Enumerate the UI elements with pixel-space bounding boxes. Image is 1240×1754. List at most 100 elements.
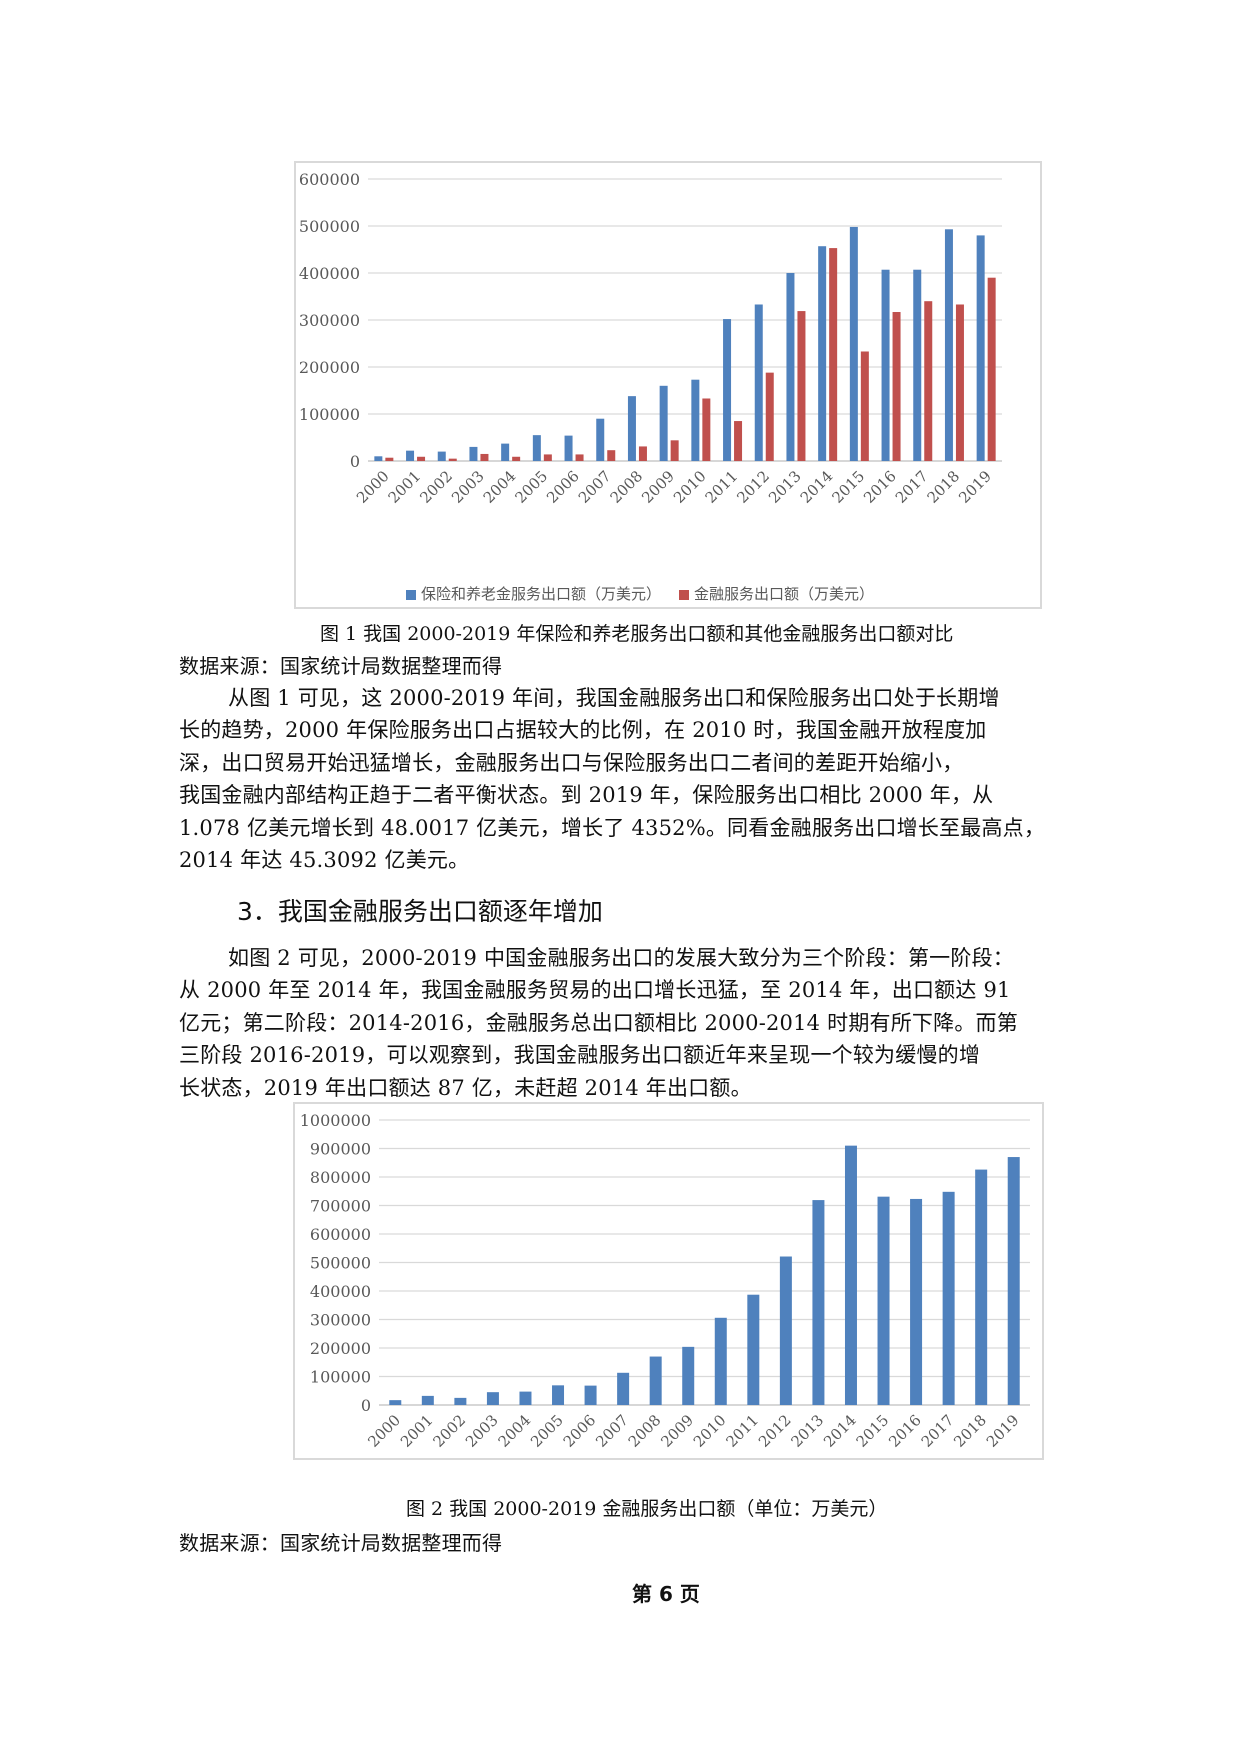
bar-2009-series-1 — [659, 385, 668, 461]
bar-2014-series-1 — [844, 1145, 857, 1405]
bar-2011-series-2 — [734, 421, 743, 461]
x-tick-label: 2010 — [690, 1411, 730, 1451]
paragraph-line: 三阶段 2016-2019，可以观察到，我国金融服务出口额近年来呈现一个较为缓慢… — [179, 1043, 981, 1068]
bar-2018-series-1 — [975, 1169, 988, 1405]
y-tick-label: 0 — [361, 1396, 371, 1415]
x-tick-label: 2000 — [353, 467, 393, 507]
paragraph-line: 长的趋势，2000 年保险服务出口占据较大的比例，在 2010 时，我国金融开放… — [179, 718, 987, 743]
legend-swatch-red — [679, 589, 690, 600]
figure-2-plot: 0 100000 200000 300000 400000 500000 600000 700… — [300, 1111, 1030, 1451]
bar-2012-series-1 — [779, 1256, 792, 1405]
bar-2007-series-1 — [596, 418, 605, 461]
paragraph-line: 亿元；第二阶段：2014-2016，金融服务总出口额相比 2000-2014 时… — [179, 1010, 1018, 1035]
y-tick-label: 400000 — [299, 264, 360, 283]
bar-2008-series-2 — [638, 446, 647, 461]
x-tick-label: 2011 — [702, 467, 742, 507]
y-tick-label: 500000 — [299, 217, 360, 236]
x-tick-label: 2009 — [657, 1411, 697, 1451]
section-heading: 3．我国金融服务出口额逐年增加 — [237, 897, 603, 926]
x-tick-label: 2008 — [625, 1411, 665, 1451]
paragraph-line: 1.078 亿美元增长到 48.0017 亿美元，增长了 4352%。同看金融服… — [179, 815, 1046, 840]
bar-2005-series-1 — [532, 435, 541, 461]
bar-2009-series-2 — [670, 440, 679, 461]
y-tick-label: 300000 — [299, 311, 360, 330]
bar-2015-series-2 — [860, 351, 869, 461]
bar-2014-series-1 — [818, 246, 827, 461]
x-tick-label: 2005 — [511, 467, 551, 507]
bar-2012-series-1 — [754, 304, 763, 461]
legend-label: 金融服务出口额（万美元） — [694, 585, 875, 603]
figure-2-caption: 图 2 我国 2000-2019 金融服务出口额（单位：万美元） — [406, 1498, 888, 1520]
x-tick-label: 2019 — [983, 1411, 1023, 1451]
figure-1-plot: 0 100000 200000 300000 400000 500000 600000 200… — [299, 170, 1002, 507]
paragraph-line: 如图 2 可见，2000-2019 中国金融服务出口的发展大致分为三个阶段：第一… — [228, 946, 1014, 970]
bar-2013-series-1 — [812, 1200, 825, 1405]
y-tick-label: 600000 — [299, 170, 360, 189]
x-tick-label: 2011 — [722, 1411, 762, 1451]
paragraph-line: 深，出口贸易开始迅猛增长，金融服务出口与保险服务出口二者间的差距开始缩小， — [179, 750, 964, 775]
x-tick-label: 2016 — [885, 1411, 925, 1451]
bar-2002-series-1 — [454, 1397, 467, 1405]
bar-2003-series-1 — [486, 1392, 499, 1405]
x-tick-label: 2013 — [765, 467, 805, 507]
x-tick-label: 2005 — [527, 1411, 567, 1451]
bar-2002-series-2 — [448, 458, 457, 461]
bar-2017-series-1 — [913, 269, 922, 461]
y-tick-label: 600000 — [310, 1225, 371, 1244]
x-tick-label: 2010 — [670, 467, 710, 507]
bar-2011-series-1 — [747, 1294, 760, 1405]
x-tick-label: 2002 — [429, 1411, 469, 1451]
y-tick-label: 400000 — [310, 1282, 371, 1301]
bar-2007-series-2 — [607, 450, 616, 461]
bar-2013-series-2 — [797, 311, 806, 461]
figure-2-chart: 0 100000 200000 300000 400000 500000 600000 700… — [293, 1102, 1044, 1460]
bar-2003-series-2 — [480, 453, 489, 461]
y-tick-label: 800000 — [310, 1168, 371, 1187]
bar-2015-series-1 — [877, 1196, 890, 1405]
paragraph-line: 2014 年达 45.3092 亿美元。 — [179, 848, 470, 872]
y-tick-label: 700000 — [310, 1197, 371, 1216]
paragraph-line: 从 2000 年至 2014 年，我国金融服务贸易的出口增长迅猛，至 2014 … — [179, 978, 1011, 1003]
bar-2013-series-1 — [786, 273, 795, 461]
bar-2002-series-1 — [437, 451, 446, 461]
bar-2010-series-1 — [714, 1317, 727, 1405]
x-tick-label: 2014 — [820, 1411, 860, 1451]
bar-2019-series-1 — [976, 235, 985, 461]
y-tick-label: 0 — [350, 452, 360, 471]
bar-2007-series-1 — [617, 1372, 630, 1405]
figure-1-source: 数据来源：国家统计局数据整理而得 — [179, 654, 503, 678]
x-tick-label: 2009 — [638, 467, 678, 507]
x-tick-label: 2003 — [462, 1411, 502, 1451]
x-tick-label: 2015 — [828, 467, 868, 507]
bar-2011-series-1 — [723, 319, 732, 461]
page-number: 第 6 页 — [632, 1582, 700, 1606]
x-tick-label: 2007 — [592, 1411, 632, 1451]
x-tick-label: 2004 — [495, 1411, 535, 1451]
x-tick-label: 2003 — [448, 467, 488, 507]
x-tick-label: 2018 — [950, 1411, 990, 1451]
bar-2019-series-2 — [987, 277, 996, 461]
legend-swatch-blue — [406, 589, 416, 600]
bar-2005-series-1 — [552, 1385, 565, 1405]
bar-2000-series-1 — [389, 1400, 402, 1405]
bar-2001-series-2 — [417, 456, 426, 461]
bar-2006-series-1 — [584, 1385, 597, 1405]
x-tick-label: 2002 — [416, 467, 456, 507]
bar-2008-series-1 — [649, 1356, 662, 1405]
x-tick-label: 2013 — [788, 1411, 828, 1451]
x-tick-label: 2004 — [480, 467, 520, 507]
y-tick-label: 200000 — [310, 1339, 371, 1358]
x-tick-label: 2019 — [955, 467, 995, 507]
x-tick-label: 2012 — [755, 1411, 795, 1451]
bar-2009-series-1 — [682, 1346, 695, 1405]
paragraph-line: 我国金融内部结构正趋于二者平衡状态。到 2019 年，保险服务出口相比 2000… — [179, 783, 994, 808]
figure-1-caption: 图 1 我国 2000-2019 年保险和养老服务出口额和其他金融服务出口额对比 — [320, 623, 954, 645]
bar-2014-series-2 — [829, 248, 838, 461]
x-tick-label: 2000 — [364, 1411, 404, 1451]
bar-2018-series-1 — [944, 229, 953, 461]
bar-2000-series-1 — [374, 456, 383, 461]
legend-label: 保险和养老金服务出口额（万美元） — [421, 585, 662, 603]
bar-2010-series-2 — [702, 398, 711, 461]
paragraph-line: 从图 1 可见，这 2000-2019 年间，我国金融服务出口和保险服务出口处于… — [228, 686, 1000, 710]
bar-2006-series-1 — [564, 435, 573, 461]
